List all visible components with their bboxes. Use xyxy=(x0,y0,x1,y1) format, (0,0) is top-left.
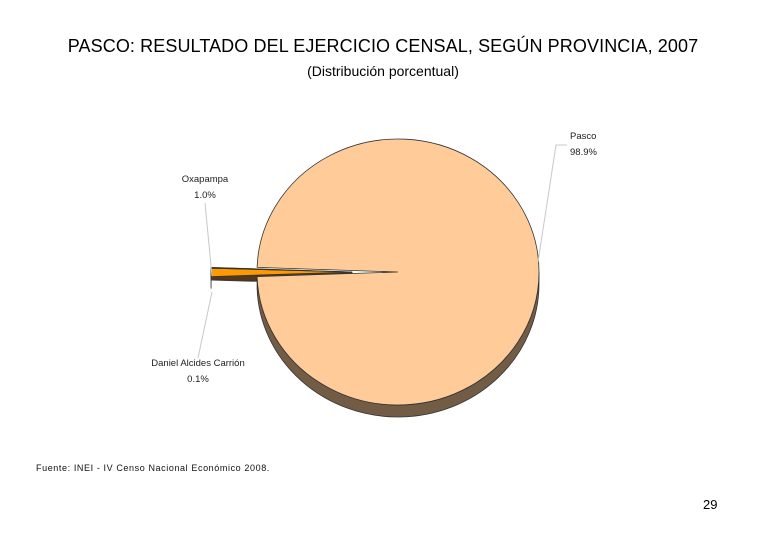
slice-label-pasco-value: 98.9% xyxy=(570,147,597,158)
chart-subtitle: (Distribución porcentual) xyxy=(307,63,459,79)
slice-label-oxapampa-name: Oxapampa xyxy=(182,174,229,185)
leader-line-oxapampa xyxy=(204,202,213,277)
leader-line-carrion xyxy=(197,291,213,359)
page-number: 29 xyxy=(703,497,718,512)
leader-line-pasco xyxy=(537,144,567,263)
slice-label-oxapampa-value: 1.0% xyxy=(194,190,216,201)
slice-label-carrion-name: Daniel Alcides Carrión xyxy=(151,358,244,369)
slice-label-pasco-name: Pasco xyxy=(570,131,596,142)
source-note: Fuente: INEI - IV Censo Nacional Económi… xyxy=(36,463,270,473)
slice-label-carrion-value: 0.1% xyxy=(187,374,209,385)
chart-title: PASCO: RESULTADO DEL EJERCICIO CENSAL, S… xyxy=(67,36,699,56)
pie-slice-pasco xyxy=(256,138,540,406)
